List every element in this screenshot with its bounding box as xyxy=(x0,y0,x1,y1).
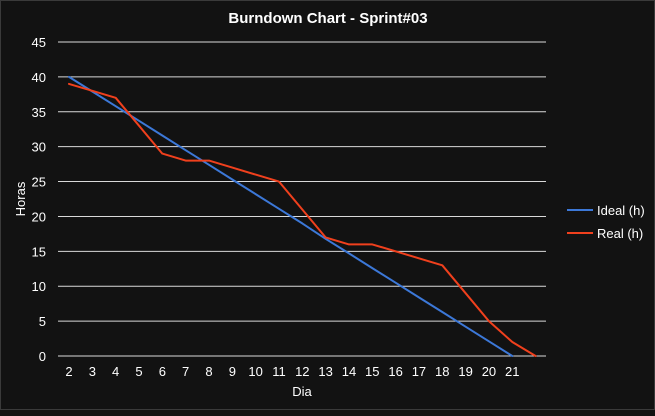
series-lines xyxy=(68,75,537,357)
x-tick-label: 14 xyxy=(342,364,356,379)
x-tick-label: 6 xyxy=(159,364,166,379)
y-tick-label: 0 xyxy=(39,349,46,364)
x-tick-label: 18 xyxy=(435,364,449,379)
y-axis-title: Horas xyxy=(13,181,28,216)
y-tick-label: 5 xyxy=(39,314,46,329)
x-tick-label: 4 xyxy=(112,364,119,379)
y-tick-label: 45 xyxy=(32,35,46,50)
x-tick-label: 2 xyxy=(65,364,72,379)
x-tick-label: 5 xyxy=(135,364,142,379)
legend-label: Real (h) xyxy=(597,226,643,241)
x-tick-label: 19 xyxy=(458,364,472,379)
x-tick-label: 12 xyxy=(295,364,309,379)
y-tick-label: 30 xyxy=(32,140,46,155)
y-tick-label: 40 xyxy=(32,70,46,85)
grid-lines xyxy=(58,41,546,357)
x-tick-label: 7 xyxy=(182,364,189,379)
x-tick-label: 9 xyxy=(229,364,236,379)
series-line-real xyxy=(68,82,537,357)
x-tick-label: 8 xyxy=(205,364,212,379)
x-tick-label: 20 xyxy=(482,364,496,379)
x-tick-label: 21 xyxy=(505,364,519,379)
x-tick-label: 17 xyxy=(412,364,426,379)
y-tick-label: 20 xyxy=(32,209,46,224)
x-tick-label: 10 xyxy=(248,364,262,379)
x-axis-title: Dia xyxy=(292,384,312,399)
y-tick-label: 15 xyxy=(32,244,46,259)
x-tick-label: 11 xyxy=(272,364,286,379)
series-line-ideal xyxy=(68,75,514,357)
y-tick-label: 10 xyxy=(32,279,46,294)
legend: Ideal (h) Real (h) xyxy=(567,203,645,241)
x-axis-ticks: 2 3 4 5 6 7 8 9 10 11 12 13 14 15 16 17 18 19 20 21 xyxy=(65,364,519,379)
legend-label: Ideal (h) xyxy=(597,203,645,218)
x-tick-label: 13 xyxy=(318,364,332,379)
x-tick-label: 3 xyxy=(89,364,96,379)
y-axis-ticks: 0 5 10 15 20 25 30 35 40 45 xyxy=(32,35,46,364)
x-tick-label: 16 xyxy=(388,364,402,379)
y-tick-label: 25 xyxy=(32,175,46,190)
chart-title: Burndown Chart - Sprint#03 xyxy=(228,10,427,27)
x-tick-label: 15 xyxy=(365,364,379,379)
y-tick-label: 35 xyxy=(32,105,46,120)
